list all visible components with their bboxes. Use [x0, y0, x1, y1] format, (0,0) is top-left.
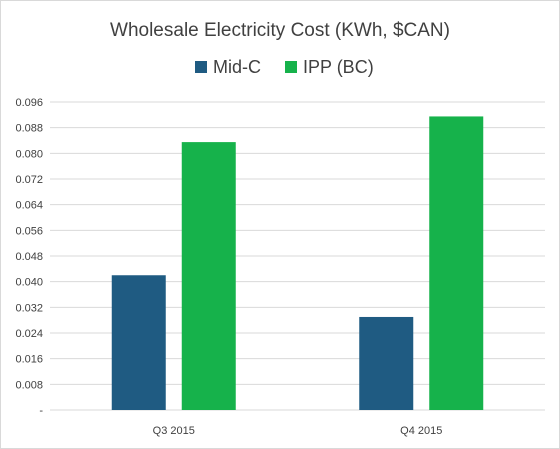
y-tick-label: 0.024	[15, 328, 43, 340]
y-tick-label: 0.008	[15, 379, 43, 391]
x-tick-label: Q3 2015	[153, 425, 195, 437]
legend-swatch-0	[195, 61, 207, 73]
bar-ipp-bc--0	[181, 142, 236, 410]
legend-swatch-1	[285, 61, 297, 73]
y-tick-label: 0.080	[15, 148, 43, 160]
y-tick-label: 0.088	[15, 123, 43, 135]
x-tick-label: Q4 2015	[400, 425, 442, 437]
bar-mid-c-0	[111, 275, 166, 410]
x-axis: Q3 2015 Q4 2015	[153, 425, 443, 437]
legend-label-0: Mid-C	[213, 57, 261, 77]
y-tick-label: 0.040	[15, 277, 43, 289]
bars	[111, 116, 484, 410]
y-tick-label: 0.072	[15, 174, 43, 186]
legend-label-1: IPP (BC)	[303, 57, 374, 77]
y-tick-label: -	[39, 405, 43, 417]
chart-title: Wholesale Electricity Cost (KWh, $CAN)	[110, 20, 450, 41]
legend: Mid-C IPP (BC)	[195, 57, 374, 77]
y-tick-label: 0.032	[15, 302, 43, 314]
y-tick-label: 0.064	[15, 200, 43, 212]
y-tick-label: 0.048	[15, 251, 43, 263]
y-tick-label: 0.056	[15, 225, 43, 237]
bar-mid-c-1	[359, 316, 414, 410]
bar-ipp-bc--1	[429, 116, 484, 410]
y-tick-label: 0.096	[15, 97, 43, 109]
y-tick-label: 0.016	[15, 354, 43, 366]
y-axis: - 0.008 0.016 0.024 0.032 0.040 0.048 0.056 0.06…	[15, 97, 43, 417]
